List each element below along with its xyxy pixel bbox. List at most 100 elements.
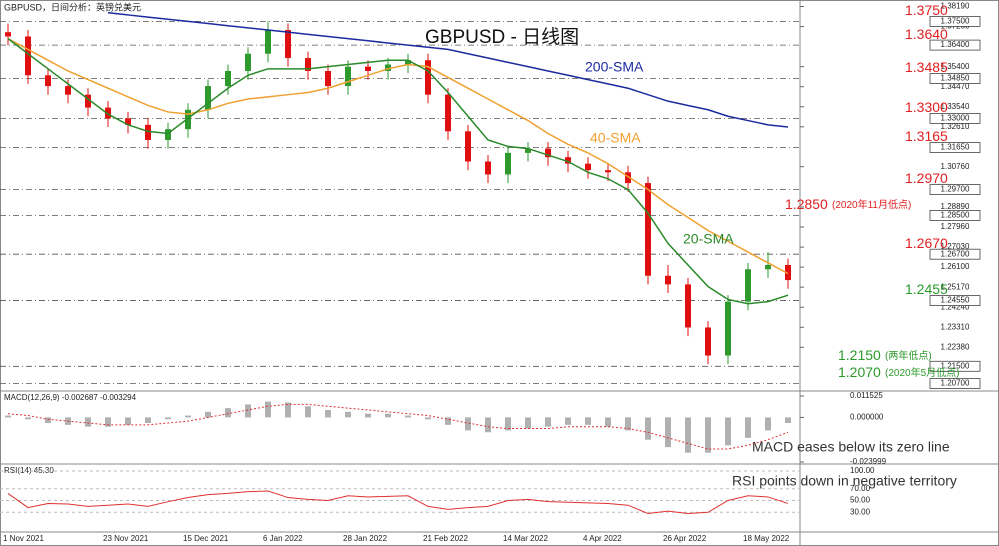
candle-body [125, 118, 131, 125]
macd-bar [205, 411, 211, 418]
macd-bar [605, 417, 611, 427]
candle-body [65, 86, 71, 95]
candle-body [785, 264, 791, 281]
sma-line [7, 38, 789, 305]
level-label: 1.2150 [838, 347, 881, 363]
macd-bar [725, 417, 731, 446]
y-tick-label: 1.30760 [941, 162, 970, 171]
level-label: 1.3485 [905, 59, 948, 75]
macd-bar [145, 417, 151, 423]
macd-bar [665, 417, 671, 448]
level-axis-label: 1.28500 [941, 211, 970, 220]
candle-body [685, 284, 691, 328]
macd-bar [585, 417, 591, 425]
candle-body [485, 161, 491, 175]
macd-bar [345, 411, 351, 418]
level-box [929, 73, 981, 84]
candle-body [705, 327, 711, 356]
candle-body [145, 124, 151, 140]
macd-bar [5, 415, 11, 418]
macd-bar [745, 417, 751, 438]
level-label: 1.3640 [905, 26, 948, 42]
sma-line [107, 12, 789, 128]
y-tick-label: 1.38190 [941, 2, 970, 11]
macd-bar [425, 417, 431, 420]
x-tick-label: 15 Dec 2021 [183, 534, 229, 543]
y-tick-label: 1.24240 [941, 302, 970, 311]
candle-body [525, 148, 531, 153]
level-box [929, 248, 981, 260]
macd-bar [545, 417, 551, 427]
level-box [929, 360, 981, 372]
y-tick-label: 50.00 [850, 496, 871, 505]
level-label: 1.3300 [905, 99, 948, 115]
y-tick-label: 1.28890 [941, 202, 970, 211]
candle-body [25, 36, 31, 76]
x-tick-label: 4 Apr 2022 [583, 534, 622, 543]
level-label: 1.3750 [905, 2, 948, 18]
level-axis-label: 1.29700 [941, 185, 970, 194]
level-box [929, 39, 981, 51]
candle-body [605, 170, 611, 173]
level-note: (2020年5月低点) [885, 366, 959, 379]
y-tick-label: 1.25170 [941, 282, 970, 291]
y-tick-label: 1.35400 [941, 62, 970, 71]
sma-label: 40-SMA [590, 130, 641, 146]
macd-bar [565, 417, 571, 425]
y-tick-label: 1.23310 [941, 322, 970, 331]
y-tick-label: 1.22380 [941, 342, 970, 351]
rsi-annotation: RSI points down in negative territory [732, 473, 957, 489]
x-tick-label: 6 Jan 2022 [263, 534, 303, 543]
macd-bar [385, 413, 391, 418]
x-tick-label: 1 Nov 2021 [3, 534, 44, 543]
x-tick-label: 23 Nov 2021 [103, 534, 149, 543]
y-tick-label: 1.32610 [941, 122, 970, 131]
level-axis-label: 1.34850 [941, 74, 970, 83]
candle-body [45, 75, 51, 87]
candle-body [445, 94, 451, 132]
candle-body [165, 129, 171, 140]
macd-bar [245, 404, 251, 418]
signal-line [7, 403, 789, 450]
macd-bar [85, 417, 91, 427]
candle-body [265, 30, 271, 54]
y-tick-label: 0.000000 [850, 413, 884, 422]
level-axis-label: 1.20700 [941, 379, 970, 388]
level-label: 1.2070 [838, 364, 881, 380]
candle-body [385, 64, 391, 71]
level-label: 1.3165 [905, 128, 948, 144]
macd-bar [485, 417, 491, 433]
macd-bar [505, 417, 511, 431]
level-note: (两年低点) [885, 349, 932, 362]
x-tick-label: 21 Feb 2022 [423, 534, 468, 543]
macd-bar [105, 417, 111, 427]
candle-body [305, 58, 311, 71]
y-tick-label: 0.011525 [850, 391, 883, 400]
candle-body [665, 275, 671, 285]
candle-body [85, 94, 91, 108]
macd-bar [525, 417, 531, 429]
y-tick-label: 1.27960 [941, 222, 970, 231]
rsi-label: RSI(14) 45.30 [4, 466, 54, 475]
macd-bar [325, 409, 331, 418]
x-tick-label: 18 May 2022 [743, 534, 790, 543]
level-axis-label: 1.24550 [941, 296, 970, 305]
level-box [929, 378, 981, 389]
candle-body [645, 183, 651, 276]
y-tick-label: 30.00 [850, 507, 871, 516]
sma-line [7, 37, 789, 275]
macd-bar [405, 415, 411, 418]
macd-bar [285, 402, 291, 418]
candle-body [285, 30, 291, 59]
macd-bar [465, 417, 471, 431]
macd-bar [645, 417, 651, 440]
macd-bar [165, 417, 171, 420]
candle-body [185, 109, 191, 130]
level-axis-label: 1.33000 [941, 114, 970, 123]
candle-body [105, 107, 111, 119]
sma-label: 20-SMA [683, 231, 734, 247]
candle-body [765, 264, 771, 270]
candle-body [5, 32, 11, 37]
x-tick-label: 26 Apr 2022 [663, 534, 707, 543]
macd-bar [45, 417, 51, 423]
